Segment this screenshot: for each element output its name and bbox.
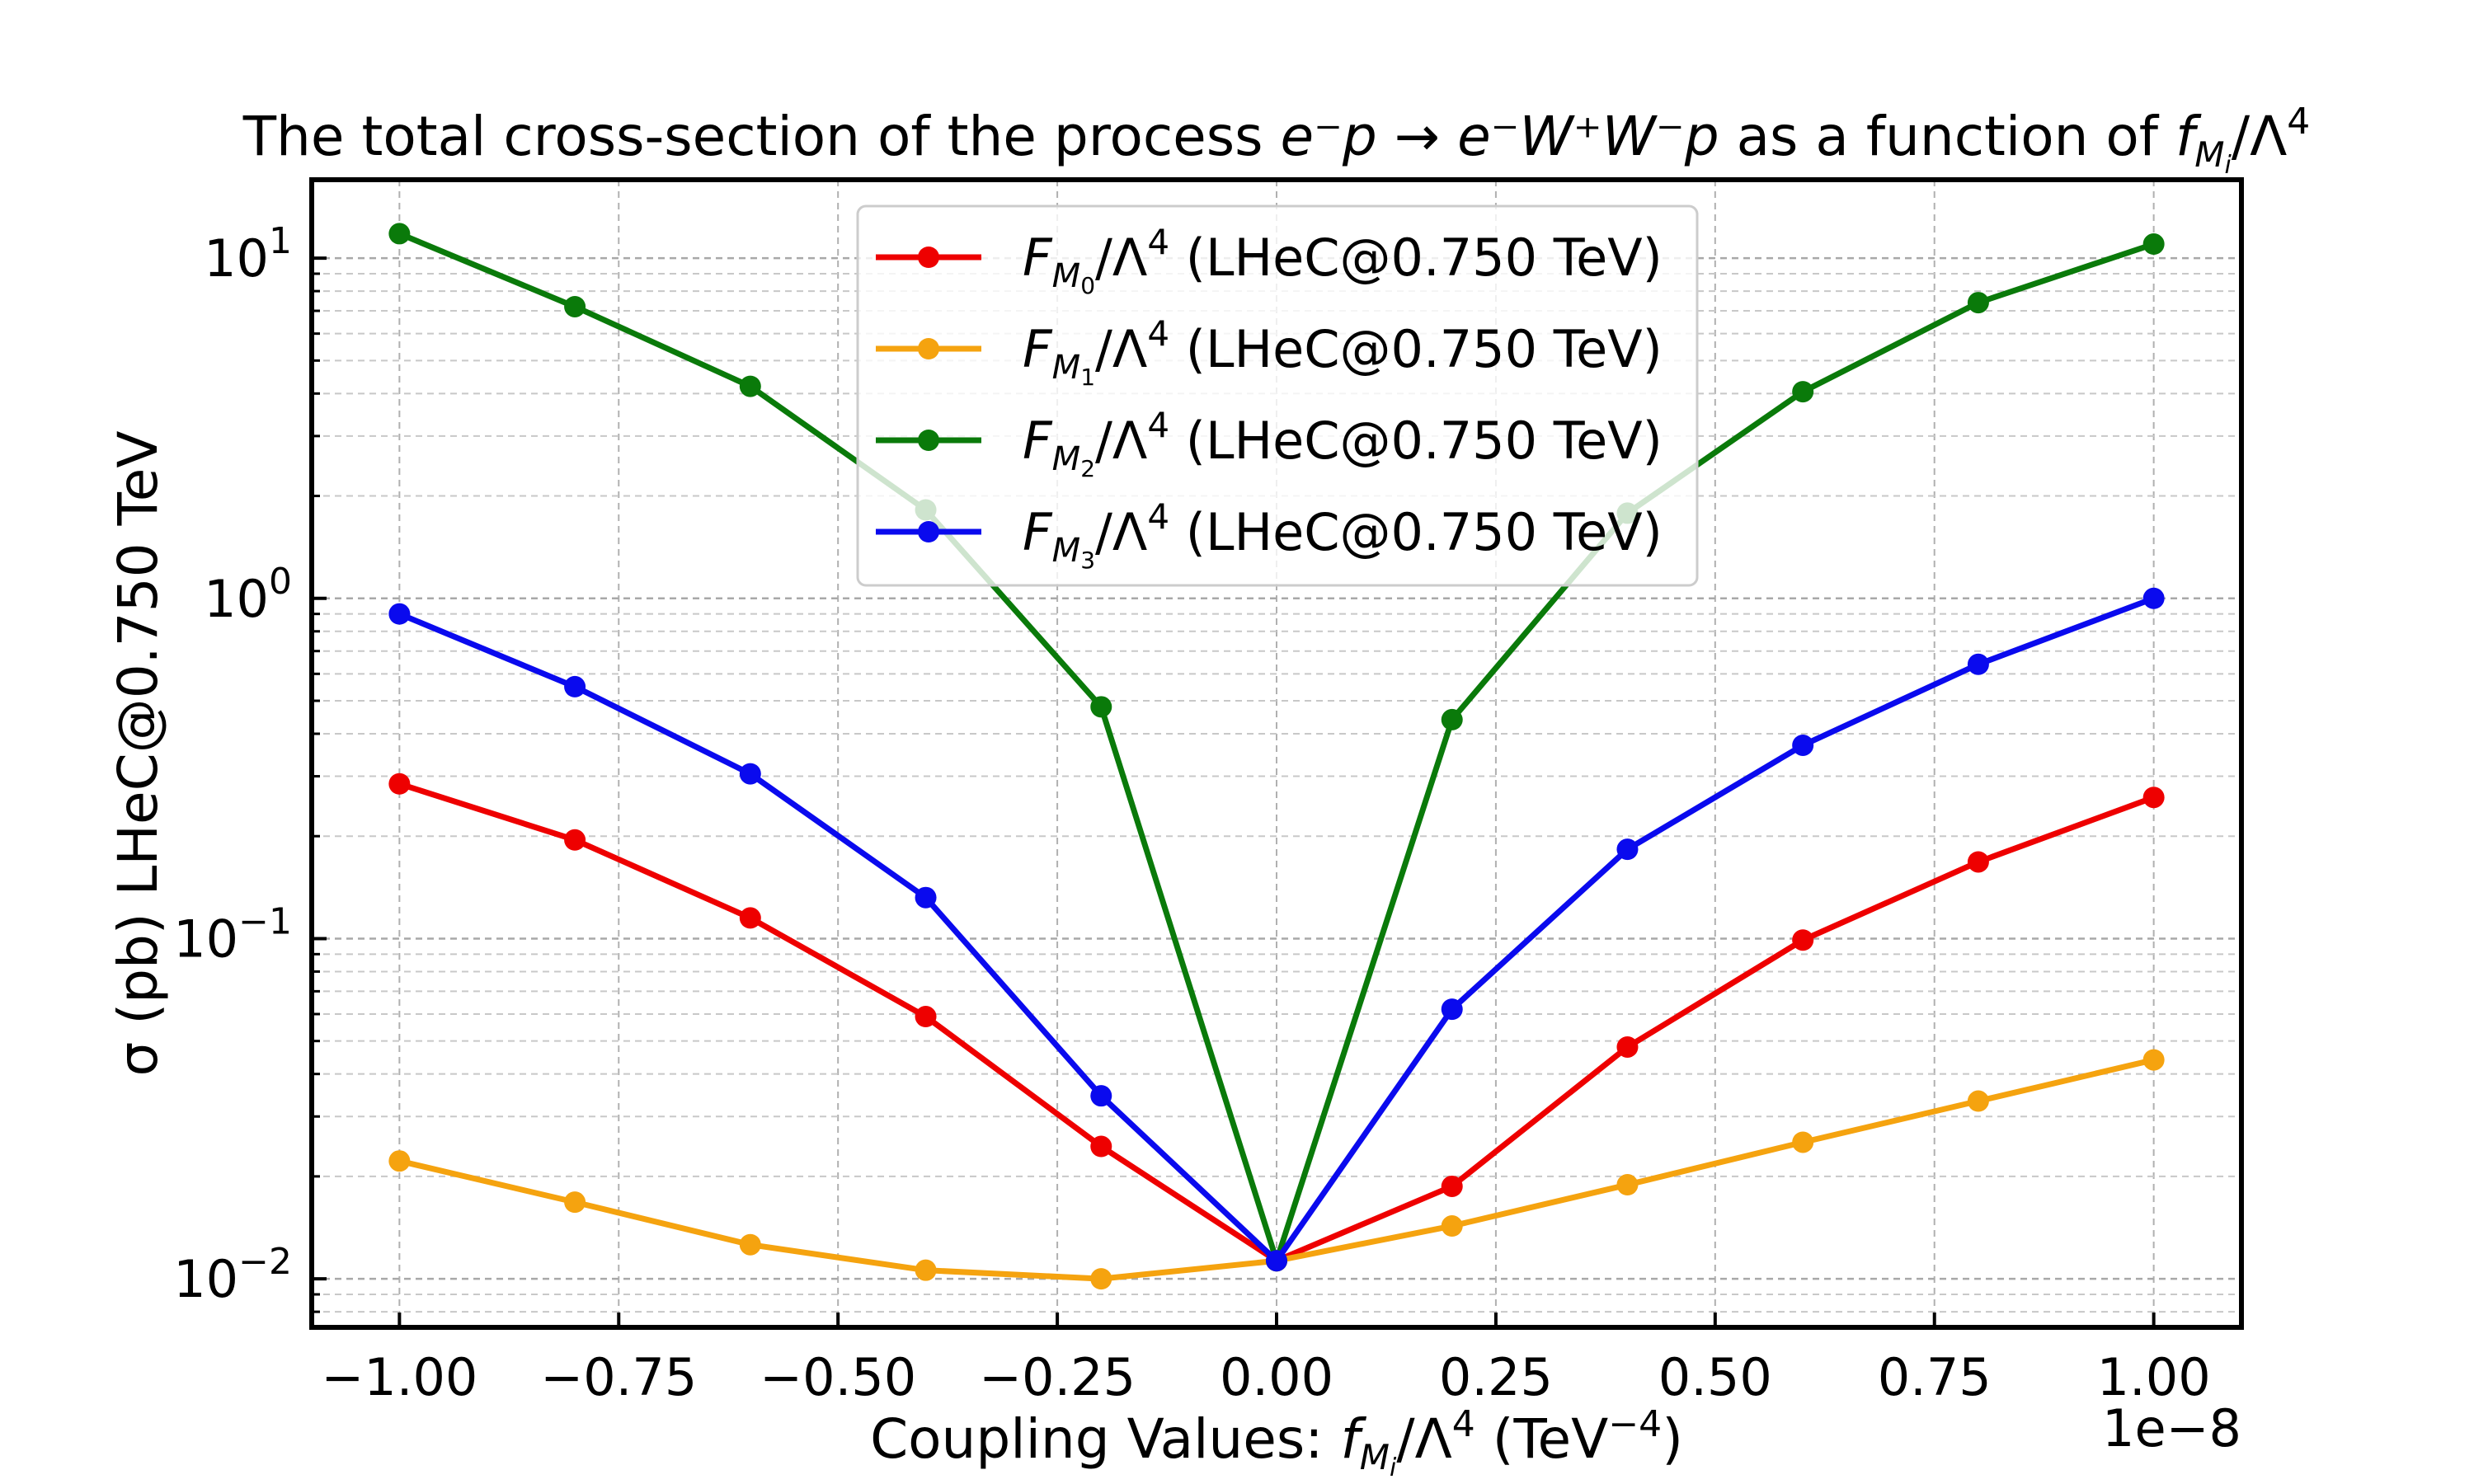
x-tick-label: −1.00 [321, 1347, 477, 1407]
data-point [388, 603, 411, 625]
data-point [1967, 851, 1989, 873]
legend-marker [918, 247, 939, 268]
x-tick-label: 1.00 [2097, 1347, 2211, 1407]
data-point [739, 375, 761, 397]
legend-label: FM2/Λ4 (LHeC@0.750 TeV) [1023, 405, 1663, 482]
y-axis-label: σ (pb) LHeC@0.750 TeV [106, 431, 170, 1077]
y-tick-label: 10−1 [173, 900, 292, 969]
legend-label: FM3/Λ4 (LHeC@0.750 TeV) [1023, 496, 1663, 574]
y-tick-label: 10−2 [173, 1241, 292, 1309]
data-point [388, 773, 411, 795]
data-point [388, 1150, 411, 1172]
data-point [1441, 998, 1463, 1021]
series-layer [388, 223, 2165, 1290]
data-point [2142, 587, 2165, 609]
data-point [1792, 734, 1814, 756]
data-point [1967, 1090, 1989, 1112]
data-point [1967, 653, 1989, 675]
x-offset-label: 1e−8 [2102, 1398, 2241, 1458]
data-point [564, 295, 586, 317]
x-tick-label: −0.25 [979, 1347, 1136, 1407]
data-point [1090, 1135, 1112, 1158]
legend-marker [918, 338, 939, 359]
x-axis-label: Coupling Values: fMi/Λ4 (TeV−4) [870, 1403, 1683, 1482]
data-point [564, 675, 586, 697]
data-point [1616, 838, 1639, 861]
data-point [739, 1233, 761, 1256]
data-point [564, 1191, 586, 1214]
data-point [564, 829, 586, 851]
data-point [1616, 1036, 1639, 1058]
data-point [388, 223, 411, 245]
data-point [1441, 1215, 1463, 1237]
data-point [915, 1259, 937, 1281]
data-point [1441, 708, 1463, 730]
y-tick-label: 101 [204, 220, 292, 289]
data-point [1792, 929, 1814, 951]
data-point [1616, 1174, 1639, 1196]
data-point [739, 763, 761, 785]
y-tick-label: 100 [204, 561, 292, 629]
data-point [1090, 696, 1112, 718]
data-point [1441, 1175, 1463, 1197]
x-tick-label: −0.50 [760, 1347, 916, 1407]
x-tick-label: 0.00 [1220, 1347, 1333, 1407]
legend-marker [918, 430, 939, 451]
legend-label: FM0/Λ4 (LHeC@0.750 TeV) [1023, 222, 1663, 299]
axis-ticks: −1.00 −0.75 −0.50 −0.25 0.00 0.25 0.50 0.75 1.00… [173, 220, 2210, 1407]
data-point [1792, 1131, 1814, 1153]
data-point [739, 907, 761, 929]
data-point [1090, 1085, 1112, 1107]
data-point [2142, 233, 2165, 256]
legend-box [856, 204, 1699, 587]
data-point [915, 886, 937, 909]
data-point [2142, 787, 2165, 809]
x-tick-label: 0.75 [1878, 1347, 1992, 1407]
legend-label: FM1/Λ4 (LHeC@0.750 TeV) [1023, 313, 1663, 391]
legend: FM0/Λ4 (LHeC@0.750 TeV) FM1/Λ4 (LHeC@0.75… [856, 204, 1699, 587]
data-point [1967, 292, 1989, 314]
legend-marker [918, 521, 939, 542]
data-point [915, 1006, 937, 1028]
chart-title: The total cross-section of the process e… [242, 101, 2311, 180]
x-tick-label: 0.25 [1439, 1347, 1553, 1407]
data-point [1792, 381, 1814, 403]
x-tick-label: −0.75 [540, 1347, 697, 1407]
data-point [2142, 1049, 2165, 1071]
x-tick-label: 0.50 [1658, 1347, 1772, 1407]
data-point [1090, 1268, 1112, 1290]
data-point [1266, 1250, 1287, 1272]
